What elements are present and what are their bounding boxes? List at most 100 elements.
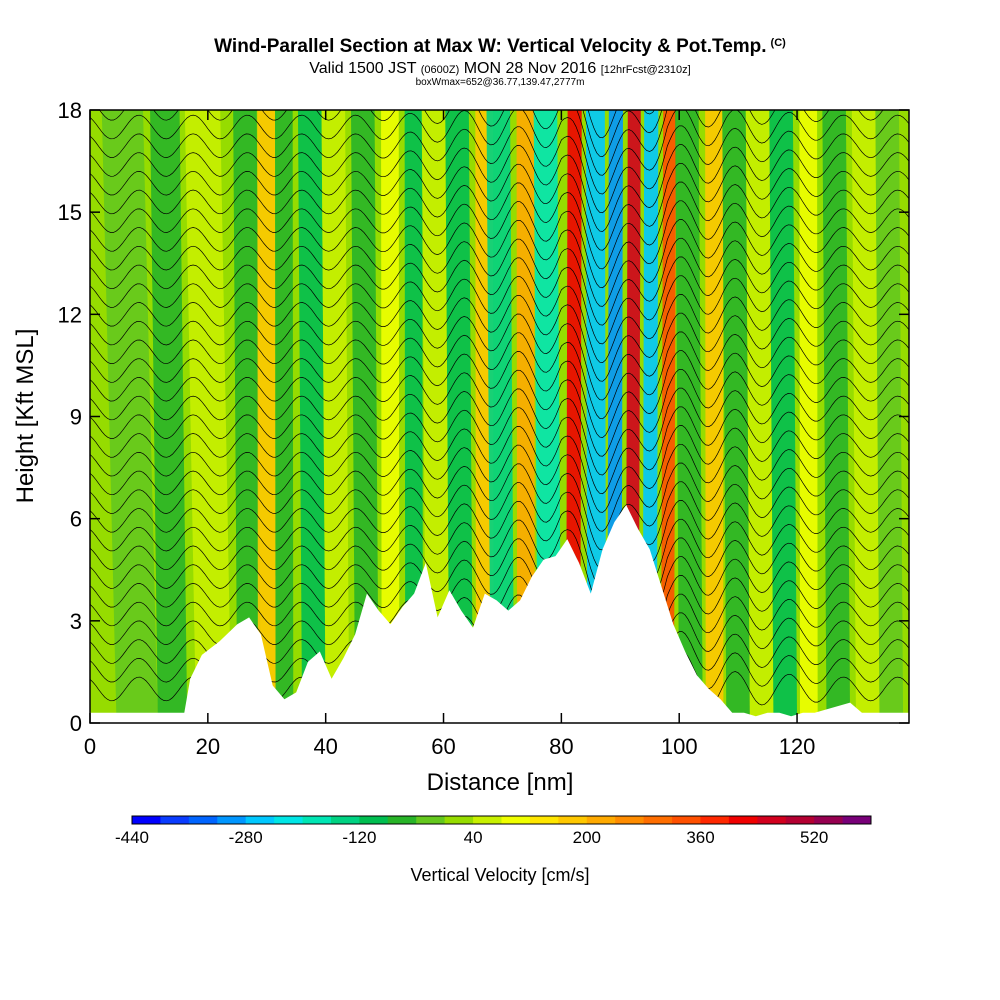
colorbar-swatch: [387, 816, 417, 824]
colorbar-swatch: [700, 816, 730, 824]
colorbar-swatch: [643, 816, 673, 824]
velocity-band-30: [822, 110, 851, 723]
x-tick-label: 40: [313, 734, 337, 759]
y-tick-label: 18: [58, 98, 82, 123]
theta-contour-24: [90, 237, 909, 326]
velocity-band-27: [745, 110, 774, 723]
colorbar-swatch: [757, 816, 787, 824]
theta-contour-26: [90, 200, 909, 289]
theta-contour-25: [90, 219, 909, 307]
x-axis-title: Distance [nm]: [427, 769, 574, 796]
colorbar-swatch: [132, 816, 161, 824]
theta-contour-22: [90, 275, 909, 363]
velocity-band-1: [101, 110, 158, 723]
chart-subtitle: Valid 1500 JST (0600Z) MON 28 Nov 2016 […: [0, 60, 1000, 78]
colorbar-swatch: [615, 816, 645, 824]
theta-contour-15: [90, 406, 909, 495]
colorbar-swatch: [330, 816, 360, 824]
theta-contour-31: [90, 110, 909, 195]
colorbar-swatch: [586, 816, 616, 824]
vertical-velocity-field: [90, 110, 909, 723]
velocity-band-9: [351, 110, 379, 723]
chart-title: Wind-Parallel Section at Max W: Vertical…: [0, 36, 1000, 58]
velocity-band-4: [233, 110, 261, 723]
valid-time-utc: (0600Z): [420, 64, 460, 76]
colorbar-swatch: [188, 816, 218, 824]
theta-contour-20: [90, 312, 909, 401]
colorbar-swatch: [160, 816, 190, 824]
y-tick-label: 0: [70, 711, 82, 736]
colorbar-label: -280: [229, 828, 263, 847]
colorbar-swatch: [842, 816, 872, 824]
velocity-band-2: [150, 110, 188, 723]
colorbar-label: 360: [686, 828, 714, 847]
theta-contour-29: [90, 144, 909, 232]
velocity-band-31: [851, 110, 880, 723]
colorbar-swatch: [501, 816, 531, 824]
colorbar: -440 -280 -120 40 200 360 520: [115, 815, 872, 847]
theta-contour-23: [90, 256, 909, 345]
velocity-band-26: [722, 110, 750, 723]
velocity-band-16: [516, 110, 535, 723]
velocity-band-28: [769, 110, 798, 723]
theta-contour-17: [90, 368, 909, 457]
theta-contour-19: [90, 331, 909, 420]
velocity-band-23: [660, 110, 677, 723]
colorbar-swatch: [672, 816, 701, 824]
velocity-band-7: [297, 110, 326, 723]
theta-contour-14: [90, 425, 909, 513]
theta-contour-8: [90, 537, 909, 626]
colorbar-swatch: [416, 816, 446, 824]
x-tick-label: 60: [431, 734, 455, 759]
valid-time-date: MON 28 Nov 2016: [463, 60, 597, 77]
valid-time-prefix: Valid 1500 JST: [309, 60, 417, 77]
y-tick-label: 9: [70, 405, 82, 430]
colorbar-label: 520: [800, 828, 828, 847]
y-tick-label: 6: [70, 507, 82, 532]
colorbar-swatch: [359, 816, 389, 824]
colorbar-label: 200: [573, 828, 601, 847]
colorbar-swatch: [444, 816, 474, 824]
x-tick-label: 0: [84, 734, 96, 759]
box-info: boxWmax=652@36.77,139.47,2777m: [415, 77, 585, 88]
theta-contour-16: [90, 387, 909, 476]
x-tick-label: 80: [549, 734, 573, 759]
theta-contour-11: [90, 481, 909, 569]
theta-contour-28: [90, 162, 909, 251]
colorbar-swatch: [274, 816, 303, 824]
colorbar-swatch: [814, 816, 843, 824]
theta-contour-10: [90, 500, 909, 588]
theta-contour-9: [90, 518, 909, 607]
chart-title-text: Wind-Parallel Section at Max W: Vertical…: [214, 36, 767, 57]
colorbar-label: -120: [342, 828, 376, 847]
y-axis-title: Height [Kft MSL]: [12, 329, 39, 504]
colorbar-swatch: [217, 816, 247, 824]
theta-contour-18: [90, 350, 909, 438]
colorbar-swatch: [728, 816, 758, 824]
colorbar-swatch: [529, 816, 559, 824]
x-tick-label: 20: [196, 734, 220, 759]
colorbar-swatch: [473, 816, 502, 824]
colorbar-title: Vertical Velocity [cm/s]: [410, 865, 589, 885]
y-tick-label: 3: [70, 609, 82, 634]
y-tick-label: 15: [58, 200, 82, 225]
y-axis: 0 3 6 9 12 15 18: [58, 98, 909, 736]
theta-contour-27: [90, 181, 909, 270]
velocity-band-13: [445, 110, 473, 723]
x-tick-label: 120: [779, 734, 816, 759]
colorbar-swatch: [245, 816, 275, 824]
velocity-band-5: [257, 110, 276, 723]
colorbar-swatch: [558, 816, 588, 824]
colorbar-label: -440: [115, 828, 149, 847]
colorbar-frame: [131, 815, 872, 825]
theta-contour-13: [90, 443, 909, 532]
colorbar-swatch: [785, 816, 815, 824]
x-tick-label: 100: [661, 734, 698, 759]
velocity-band-24: [675, 110, 703, 723]
velocity-band-6: [274, 110, 294, 723]
colorbar-swatch: [302, 816, 332, 824]
copyright-mark: (C): [770, 37, 786, 49]
colorbar-label: 40: [464, 828, 483, 847]
theta-contour-12: [90, 462, 909, 551]
